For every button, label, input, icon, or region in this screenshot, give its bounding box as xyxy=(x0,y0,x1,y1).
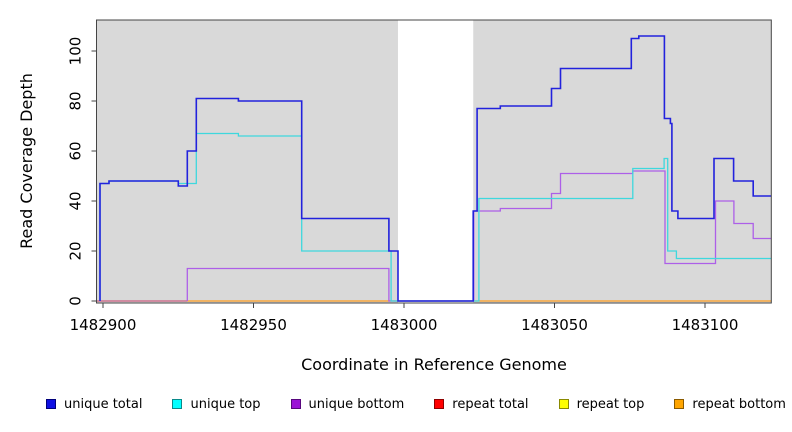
legend-label: repeat bottom xyxy=(692,396,786,412)
x-tick-label: 1483050 xyxy=(521,316,588,334)
legend-swatch-icon xyxy=(172,399,183,409)
x-tick-label: 1482900 xyxy=(70,316,137,334)
legend-label: repeat top xyxy=(576,396,645,412)
legend-swatch-icon xyxy=(434,399,445,409)
legend-item-repeat-total: repeat total xyxy=(434,396,529,412)
plot-border xyxy=(96,19,772,304)
legend-item-repeat-bottom: repeat bottom xyxy=(674,398,786,411)
legend-label: repeat total xyxy=(452,396,529,412)
x-tick-label: 1483100 xyxy=(672,316,739,334)
no-data-region xyxy=(397,20,474,303)
x-tick-label: 1483000 xyxy=(371,316,438,334)
legend-swatch-icon xyxy=(558,399,569,409)
legend-swatch-icon xyxy=(46,399,56,409)
legend-swatch-icon xyxy=(290,399,301,409)
legend-item-unique-top: unique top xyxy=(172,396,261,412)
x-tick-label: 1482950 xyxy=(220,316,287,334)
legend-item-unique-total: unique total xyxy=(46,398,142,411)
x-axis-title: Coordinate in Reference Genome xyxy=(301,355,567,374)
plot-area: 1482900 1482950 1483000 1483050 1483100 0 20 40… xyxy=(66,19,772,334)
y-axis-title: Read Coverage Depth xyxy=(17,73,36,249)
y-tick-label: 20 xyxy=(66,241,84,260)
legend: unique total unique top unique bottom repea… xyxy=(46,394,786,414)
legend-item-repeat-top: repeat top xyxy=(558,396,645,412)
y-tick-label: 80 xyxy=(66,91,84,110)
legend-swatch-icon xyxy=(674,399,685,409)
series-line-unique-total xyxy=(99,35,772,302)
y-tick-label: 40 xyxy=(66,191,84,210)
legend-label: unique total xyxy=(64,396,143,412)
legend-label: unique top xyxy=(190,396,261,412)
y-tick-label: 60 xyxy=(66,141,84,160)
legend-item-unique-bottom: unique bottom xyxy=(290,396,405,412)
y-tick-label: 0 xyxy=(66,296,84,306)
y-tick-label: 100 xyxy=(66,37,84,66)
legend-label: unique bottom xyxy=(308,396,405,412)
